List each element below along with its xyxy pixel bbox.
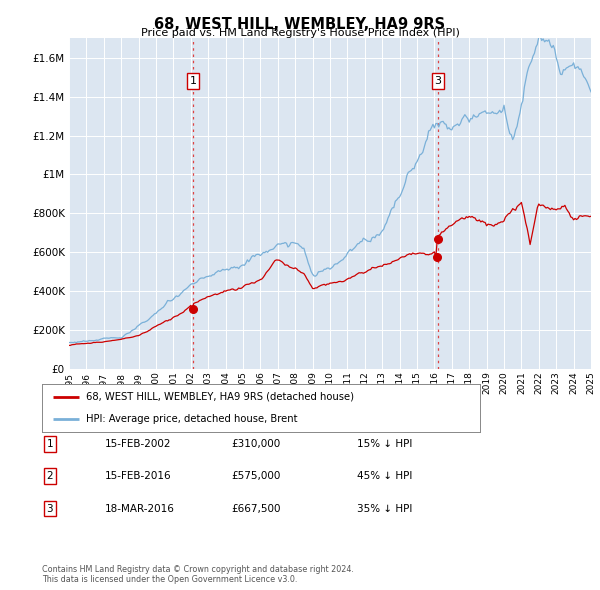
Text: 1: 1 xyxy=(46,439,53,448)
Text: £310,000: £310,000 xyxy=(231,439,280,448)
Text: £575,000: £575,000 xyxy=(231,471,280,481)
Text: £667,500: £667,500 xyxy=(231,504,281,513)
Text: 15-FEB-2016: 15-FEB-2016 xyxy=(105,471,172,481)
Text: Price paid vs. HM Land Registry's House Price Index (HPI): Price paid vs. HM Land Registry's House … xyxy=(140,28,460,38)
Text: 35% ↓ HPI: 35% ↓ HPI xyxy=(357,504,412,513)
Text: 68, WEST HILL, WEMBLEY, HA9 9RS: 68, WEST HILL, WEMBLEY, HA9 9RS xyxy=(154,17,446,31)
Text: 68, WEST HILL, WEMBLEY, HA9 9RS (detached house): 68, WEST HILL, WEMBLEY, HA9 9RS (detache… xyxy=(86,392,354,402)
Text: Contains HM Land Registry data © Crown copyright and database right 2024.
This d: Contains HM Land Registry data © Crown c… xyxy=(42,565,354,584)
Text: 1: 1 xyxy=(190,76,196,86)
Text: 18-MAR-2016: 18-MAR-2016 xyxy=(105,504,175,513)
Text: 15% ↓ HPI: 15% ↓ HPI xyxy=(357,439,412,448)
Text: 45% ↓ HPI: 45% ↓ HPI xyxy=(357,471,412,481)
Text: 2: 2 xyxy=(46,471,53,481)
Text: 3: 3 xyxy=(46,504,53,513)
Text: 3: 3 xyxy=(434,76,442,86)
Text: HPI: Average price, detached house, Brent: HPI: Average price, detached house, Bren… xyxy=(86,414,298,424)
Text: 15-FEB-2002: 15-FEB-2002 xyxy=(105,439,172,448)
